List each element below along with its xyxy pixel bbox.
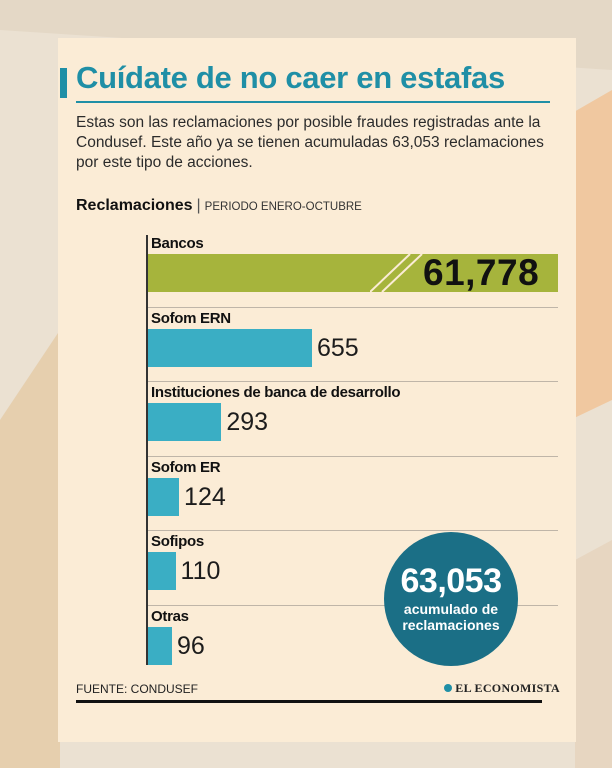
page-title: Cuídate de no caer en estafas bbox=[76, 60, 505, 95]
category-label-otras: Otras bbox=[151, 607, 189, 625]
value-label-sofom-er: 124 bbox=[184, 482, 226, 511]
axis-break-line bbox=[370, 254, 411, 292]
source-note: FUENTE: CONDUSEF bbox=[76, 682, 199, 696]
chart-axis-line bbox=[146, 235, 148, 665]
bar-sofom-er bbox=[148, 477, 180, 516]
gridline bbox=[148, 455, 558, 457]
total-caption-line2: reclamaciones bbox=[402, 617, 500, 633]
bar-bancos bbox=[148, 254, 558, 292]
axis-break-mark bbox=[370, 254, 423, 292]
footer-rule bbox=[76, 700, 542, 703]
gridline bbox=[148, 604, 558, 606]
total-callout: 63,053 acumulado de reclamaciones bbox=[384, 532, 518, 666]
value-label-sofom-ern: 655 bbox=[317, 333, 359, 362]
bar-sofipos bbox=[148, 552, 176, 590]
gridline bbox=[148, 530, 558, 531]
chart-heading: Reclamaciones | PERIODO ENERO-OCTUBRE bbox=[76, 197, 362, 215]
chart-title: Reclamaciones bbox=[76, 197, 193, 214]
total-caption-line1: acumulado de bbox=[403, 601, 499, 617]
heading-separator: | bbox=[196, 197, 201, 214]
category-label-sofom-ern: Sofom ERN bbox=[151, 309, 231, 327]
category-label-instituciones-de-banca-de-desarrollo: Instituciones de banca de desarrollo bbox=[151, 384, 401, 401]
category-label-bancos: Bancos bbox=[151, 235, 204, 252]
bar-instituciones-de-banca-de-desarrollo bbox=[148, 403, 222, 441]
value-label-otras: 96 bbox=[177, 631, 205, 660]
bar-otras bbox=[148, 626, 173, 665]
total-caption: acumulado de reclamaciones bbox=[394, 601, 508, 633]
bar-sofom-ern bbox=[148, 328, 312, 367]
brand-dot-icon bbox=[444, 684, 453, 692]
value-label-sofipos: 110 bbox=[180, 557, 221, 585]
title-accent-bar bbox=[60, 68, 67, 98]
brand-logo: EL ECONOMISTA bbox=[444, 681, 560, 696]
chart-period: PERIODO ENERO-OCTUBRE bbox=[204, 201, 362, 213]
brand-name: EL ECONOMISTA bbox=[455, 681, 560, 695]
value-label-instituciones-de-banca-de-desarrollo: 293 bbox=[226, 408, 269, 436]
category-label-sofom-er: Sofom ER bbox=[151, 458, 221, 476]
category-label-sofipos: Sofipos bbox=[151, 533, 204, 550]
total-value: 63,053 bbox=[400, 562, 503, 600]
title-underline bbox=[76, 101, 550, 103]
gridline bbox=[148, 306, 558, 308]
axis-break-line bbox=[381, 254, 423, 292]
value-label-bancos: 61,778 bbox=[423, 252, 540, 293]
gridline bbox=[148, 381, 558, 382]
intro-text: Estas son las reclamaciones por posible … bbox=[76, 114, 544, 171]
